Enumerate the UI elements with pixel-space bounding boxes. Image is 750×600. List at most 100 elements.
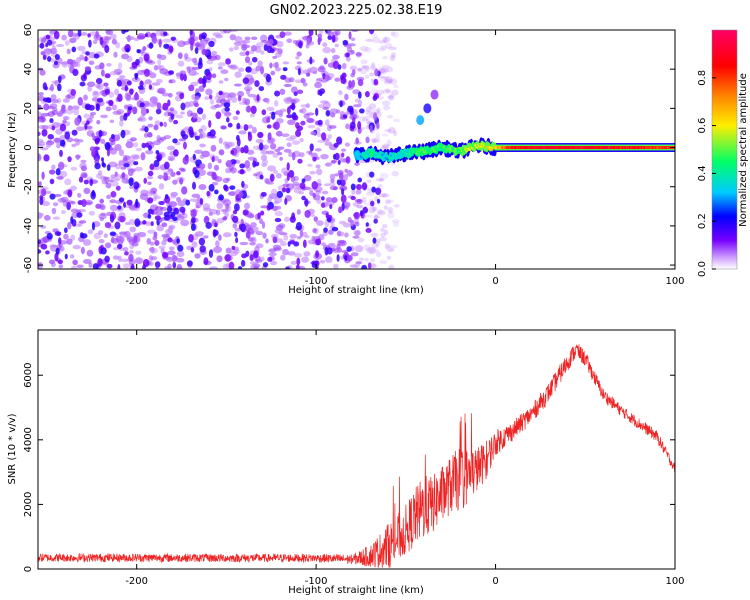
noise-blob <box>104 142 111 151</box>
noise-speck <box>381 100 391 106</box>
noise-speck <box>383 80 393 85</box>
noise-speck <box>279 108 287 113</box>
noise-speck <box>66 238 73 245</box>
signal-core <box>438 148 442 152</box>
noise-blob <box>46 97 51 103</box>
noise-blob <box>85 66 91 71</box>
noise-blob <box>292 114 299 121</box>
noise-speck <box>149 241 155 246</box>
noise-speck <box>292 181 300 186</box>
noise-blob <box>291 151 296 161</box>
noise-blob <box>41 171 45 180</box>
noise-speck <box>189 198 198 202</box>
noise-blob <box>179 92 185 100</box>
noise-speck <box>229 34 237 41</box>
noise-blob <box>177 244 184 252</box>
noise-speck <box>257 60 263 67</box>
noise-speck <box>379 178 385 182</box>
noise-speck <box>106 62 112 67</box>
noise-speck <box>271 188 278 196</box>
noise-blob <box>123 163 130 168</box>
noise-speck <box>380 76 388 82</box>
noise-blob <box>201 48 208 56</box>
noise-blob <box>38 239 41 244</box>
noise-blob <box>205 71 212 81</box>
noise-speck <box>60 196 69 203</box>
noise-blob <box>251 56 258 63</box>
noise-speck <box>270 70 276 76</box>
noise-blob <box>127 169 134 177</box>
noise-blob <box>351 69 356 76</box>
noise-blob <box>78 176 84 183</box>
noise-speck <box>302 82 308 87</box>
noise-speck <box>217 159 222 164</box>
noise-speck <box>354 245 364 253</box>
noise-speck <box>133 142 139 148</box>
noise-speck <box>274 100 279 107</box>
noise-blob <box>324 74 331 82</box>
noise-blob <box>155 108 162 115</box>
noise-blob <box>140 107 147 117</box>
noise-speck <box>378 193 388 198</box>
noise-speck <box>153 165 161 171</box>
noise-blob <box>143 68 150 77</box>
noise-speck <box>119 119 124 127</box>
noise-blob <box>276 190 284 199</box>
noise-speck <box>158 183 165 190</box>
noise-speck <box>354 230 361 236</box>
noise-blob <box>257 212 261 220</box>
x-tick-label: 0 <box>492 276 498 287</box>
noise-speck <box>284 216 290 223</box>
noise-speck <box>237 67 245 73</box>
noise-blob <box>274 217 282 223</box>
noise-blob <box>192 153 196 161</box>
noise-blob <box>80 74 87 82</box>
noise-speck <box>366 247 375 254</box>
noise-blob <box>194 95 200 101</box>
noise-blob <box>256 94 260 102</box>
noise-blob <box>245 230 251 239</box>
noise-blob <box>365 91 370 98</box>
noise-speck <box>373 214 379 220</box>
noise-speck <box>377 184 383 188</box>
noise-blob <box>203 215 210 224</box>
x-tick-label: -100 <box>305 276 328 287</box>
noise-speck <box>119 75 126 79</box>
noise-blob <box>334 152 340 161</box>
noise-blob <box>124 251 129 256</box>
noise-speck <box>355 51 362 58</box>
noise-speck <box>300 104 309 108</box>
noise-speck <box>231 96 238 103</box>
noise-blob <box>46 232 53 240</box>
noise-speck <box>122 246 129 252</box>
noise-blob <box>57 83 62 92</box>
noise-blob <box>96 97 104 103</box>
noise-blob <box>53 30 60 40</box>
noise-blob <box>262 262 269 268</box>
noise-speck <box>88 210 96 216</box>
noise-blob <box>170 211 176 218</box>
noise-blob <box>64 227 68 234</box>
noise-blob <box>147 213 152 219</box>
noise-speck <box>184 101 191 108</box>
noise-blob <box>344 93 349 101</box>
noise-speck <box>360 59 368 65</box>
noise-speck <box>65 94 71 99</box>
noise-speck <box>282 248 289 256</box>
noise-speck <box>108 91 115 98</box>
noise-speck <box>186 66 191 73</box>
noise-speck <box>43 214 51 221</box>
noise-speck <box>308 188 313 192</box>
noise-blob <box>341 152 345 158</box>
noise-speck <box>203 235 209 239</box>
noise-speck <box>86 249 94 257</box>
noise-speck <box>296 61 302 65</box>
noise-blob <box>173 149 179 157</box>
noise-speck <box>249 113 255 118</box>
noise-speck <box>281 133 290 137</box>
noise-speck <box>393 203 400 208</box>
signal-core <box>396 154 400 158</box>
noise-speck <box>268 252 277 257</box>
noise-blob <box>315 250 320 258</box>
noise-blob <box>123 113 128 121</box>
